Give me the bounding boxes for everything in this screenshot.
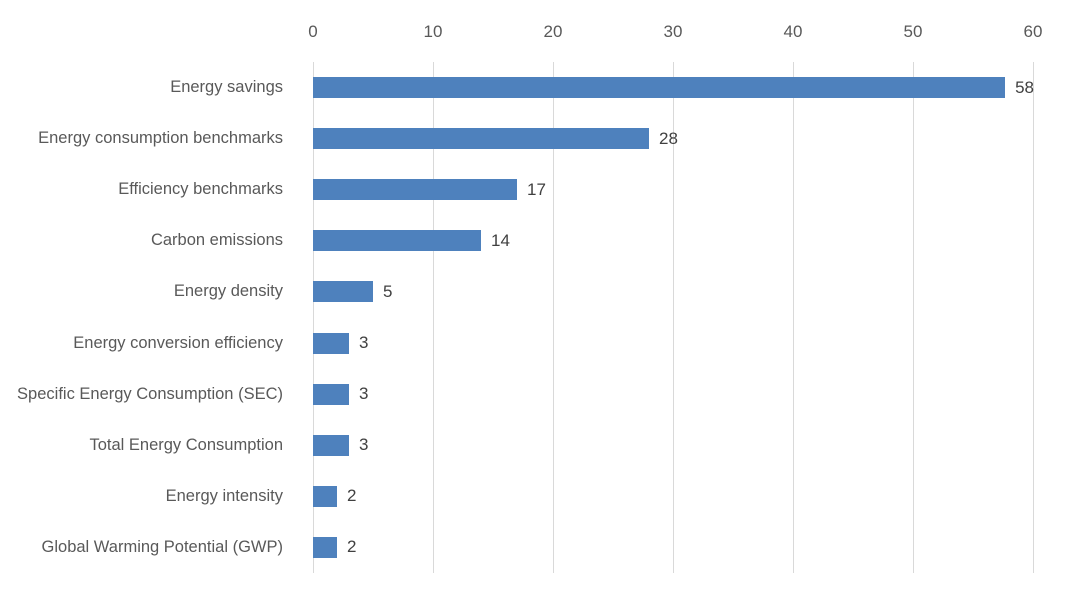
bar-row: 3: [313, 317, 1034, 368]
value-label: 3: [359, 384, 369, 404]
gridline: [1033, 62, 1034, 573]
bar-row: 58: [313, 62, 1034, 113]
bar: [313, 536, 337, 558]
gridline: [793, 62, 794, 573]
category-label: Global Warming Potential (GWP): [41, 537, 283, 556]
x-axis-tick-label: 30: [663, 22, 683, 41]
x-axis-tick-label: 50: [903, 22, 923, 41]
category-label: Energy consumption benchmarks: [38, 129, 283, 148]
category-axis: Energy savings Energy consumption benchma…: [0, 62, 298, 573]
category-label: Energy conversion efficiency: [73, 333, 283, 352]
bar: [313, 179, 517, 201]
x-axis-tick-label: 10: [423, 22, 443, 41]
bar-row: 14: [313, 215, 1034, 266]
x-axis-tick-label: 60: [1023, 22, 1043, 41]
bar-row: 3: [313, 420, 1034, 471]
bar: [313, 485, 337, 507]
category-label: Energy savings: [170, 78, 283, 97]
category-label: Specific Energy Consumption (SEC): [17, 384, 283, 403]
gridline: [673, 62, 674, 573]
gridline: [433, 62, 434, 573]
value-label: 17: [527, 179, 546, 199]
value-label: 5: [383, 281, 393, 301]
value-label: 2: [347, 486, 357, 506]
bar: [313, 383, 349, 405]
bar: [313, 332, 349, 354]
category-label: Efficiency benchmarks: [118, 180, 283, 199]
category-label: Total Energy Consumption: [89, 435, 283, 454]
category-label: Energy density: [173, 282, 283, 301]
x-axis-tick-label: 20: [543, 22, 563, 41]
x-axis-tick-label: 0: [308, 22, 318, 41]
value-label: 2: [347, 537, 357, 557]
bar: [313, 128, 649, 150]
category-label: Carbon emissions: [150, 231, 283, 250]
category-label: Energy intensity: [165, 486, 283, 505]
bar-rows: 58 28 17 14 5 3 3 3 2 2: [313, 62, 1034, 573]
gridline: [553, 62, 554, 573]
value-label: 58: [1015, 77, 1034, 97]
bar-row: 3: [313, 369, 1034, 420]
value-label: 28: [659, 128, 678, 148]
bar: [313, 434, 349, 456]
x-axis-tick-label: 40: [783, 22, 803, 41]
bar-row: 28: [313, 113, 1034, 164]
bar-row: 17: [313, 164, 1034, 215]
bar: [313, 281, 373, 303]
value-label: 14: [491, 230, 510, 250]
value-label: 3: [359, 333, 369, 353]
bar-row: 2: [313, 522, 1034, 573]
bar: [313, 77, 1006, 99]
bar: [313, 230, 481, 252]
x-axis: 0 10 20 30 40 50 60: [308, 22, 1042, 48]
bar-row: 5: [313, 266, 1034, 317]
gridline: [313, 62, 314, 573]
plot-area: 58 28 17 14 5 3 3 3 2 2: [313, 62, 1034, 573]
value-label: 3: [359, 435, 369, 455]
bar-row: 2: [313, 471, 1034, 522]
gridline: [913, 62, 914, 573]
